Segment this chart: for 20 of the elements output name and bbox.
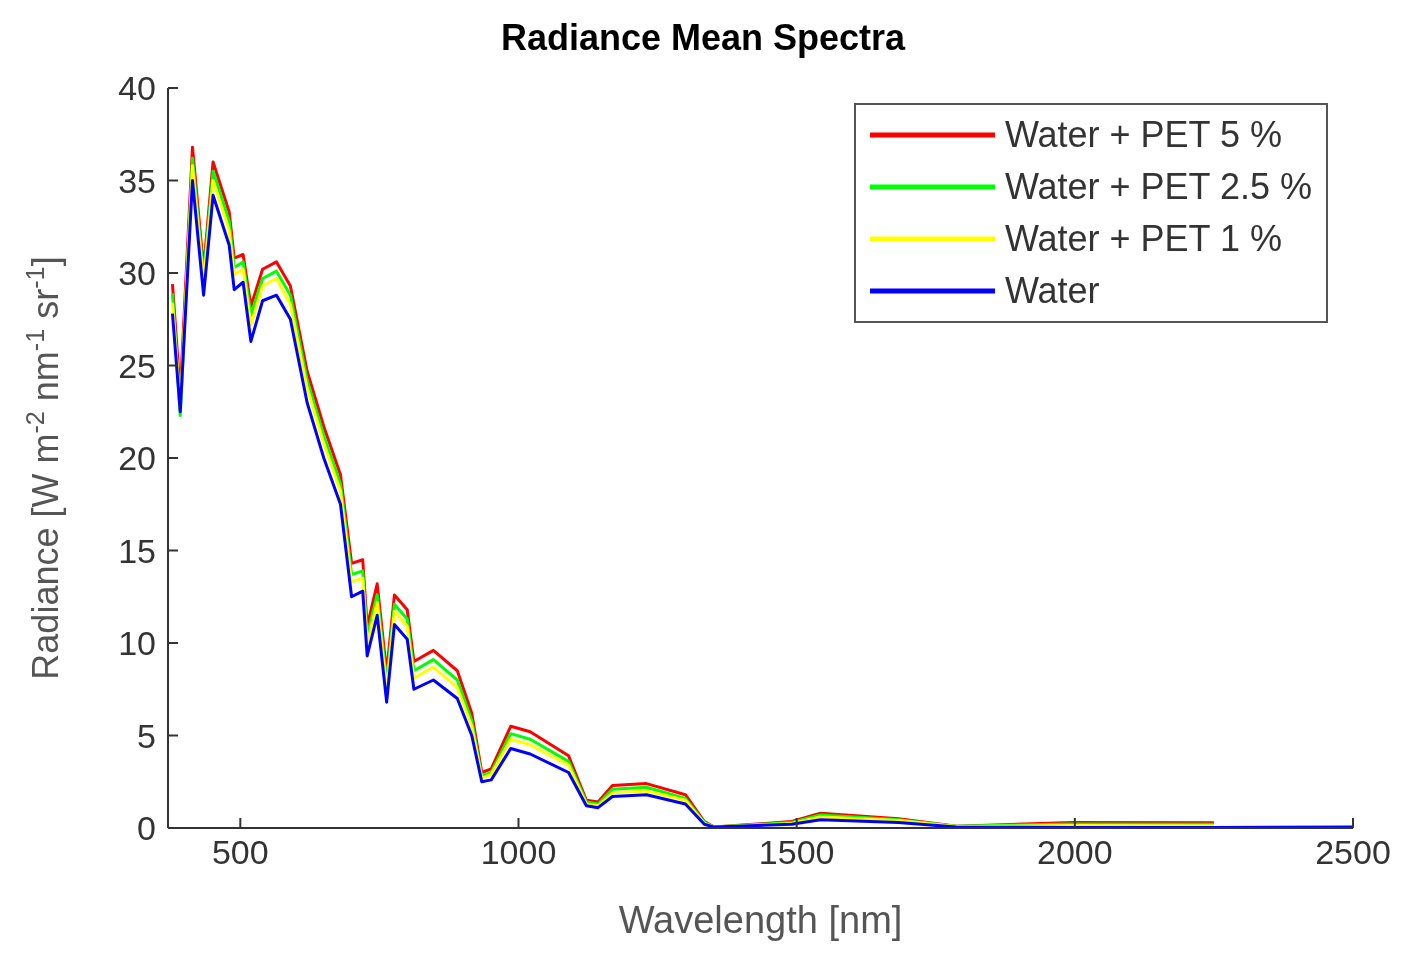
legend-label: Water + PET 1 % (1004, 218, 1282, 260)
x-tick-label: 2000 (1037, 833, 1113, 872)
x-tick-label: 1500 (758, 833, 835, 872)
y-tick-label: 35 (118, 161, 156, 200)
legend-label: Water + PET 2.5 % (1004, 166, 1312, 208)
y-tick-label: 5 (137, 716, 156, 755)
y-tick-label: 40 (118, 69, 156, 108)
x-axis-title: Wavelength [nm] (618, 899, 903, 941)
y-tick-label: 25 (118, 346, 156, 385)
y-tick-label: 30 (118, 254, 156, 293)
legend-label: Water (1004, 270, 1100, 312)
legend-label: Water + PET 5 % (1004, 114, 1282, 156)
y-tick-label: 20 (118, 439, 156, 478)
y-tick-label: 15 (118, 531, 156, 570)
x-tick-label: 500 (211, 833, 269, 872)
y-tick-label: 0 (137, 809, 156, 848)
y-tick-label: 10 (118, 624, 156, 663)
x-tick-label: 1000 (480, 833, 557, 872)
chart-title: Radiance Mean Spectra (499, 16, 907, 60)
x-tick-label: 2500 (1315, 833, 1391, 872)
